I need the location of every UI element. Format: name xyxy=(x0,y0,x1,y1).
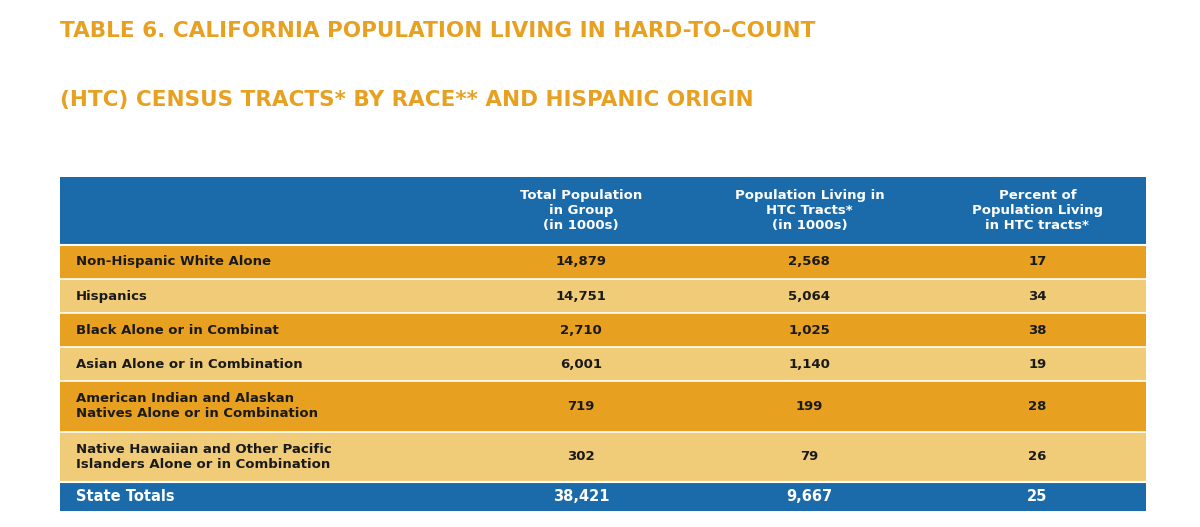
Text: Black Alone or in Combinat: Black Alone or in Combinat xyxy=(76,324,278,337)
Text: 25: 25 xyxy=(1027,489,1048,504)
Bar xyxy=(60,245,1146,279)
Text: 302: 302 xyxy=(568,450,595,463)
Text: 1,140: 1,140 xyxy=(788,358,830,371)
Bar xyxy=(60,347,1146,382)
Text: 14,879: 14,879 xyxy=(556,256,607,268)
Text: 2,568: 2,568 xyxy=(788,256,830,268)
Text: 6,001: 6,001 xyxy=(560,358,602,371)
Text: 2,710: 2,710 xyxy=(560,324,602,337)
Text: Hispanics: Hispanics xyxy=(76,289,148,302)
Text: Total Population
in Group
(in 1000s): Total Population in Group (in 1000s) xyxy=(520,189,642,232)
Text: 17: 17 xyxy=(1028,256,1046,268)
Text: 14,751: 14,751 xyxy=(556,289,607,302)
Text: Non-Hispanic White Alone: Non-Hispanic White Alone xyxy=(76,256,271,268)
Text: 199: 199 xyxy=(796,400,823,413)
Text: American Indian and Alaskan
Natives Alone or in Combination: American Indian and Alaskan Natives Alon… xyxy=(76,393,318,421)
Text: 79: 79 xyxy=(800,450,818,463)
Text: 26: 26 xyxy=(1028,450,1046,463)
Text: 1,025: 1,025 xyxy=(788,324,830,337)
Bar xyxy=(60,482,1146,511)
Bar xyxy=(60,382,1146,432)
Text: 19: 19 xyxy=(1028,358,1046,371)
Text: Asian Alone or in Combination: Asian Alone or in Combination xyxy=(76,358,302,371)
Text: Population Living in
HTC Tracts*
(in 1000s): Population Living in HTC Tracts* (in 100… xyxy=(734,189,884,232)
Text: Native Hawaiian and Other Pacific
Islanders Alone or in Combination: Native Hawaiian and Other Pacific Island… xyxy=(76,443,331,471)
Text: (HTC) CENSUS TRACTS* BY RACE** AND HISPANIC ORIGIN: (HTC) CENSUS TRACTS* BY RACE** AND HISPA… xyxy=(60,90,754,110)
Text: 34: 34 xyxy=(1028,289,1046,302)
Text: 9,667: 9,667 xyxy=(786,489,833,504)
Text: 38,421: 38,421 xyxy=(553,489,610,504)
Text: 5,064: 5,064 xyxy=(788,289,830,302)
Text: Percent of
Population Living
in HTC tracts*: Percent of Population Living in HTC trac… xyxy=(972,189,1103,232)
Bar xyxy=(60,279,1146,313)
Text: 28: 28 xyxy=(1028,400,1046,413)
Bar xyxy=(60,313,1146,347)
Text: State Totals: State Totals xyxy=(76,489,174,504)
Bar xyxy=(60,177,1146,245)
Text: 38: 38 xyxy=(1028,324,1046,337)
Text: TABLE 6. CALIFORNIA POPULATION LIVING IN HARD-TO-COUNT: TABLE 6. CALIFORNIA POPULATION LIVING IN… xyxy=(60,21,815,41)
Text: 719: 719 xyxy=(568,400,595,413)
Bar xyxy=(60,432,1146,482)
